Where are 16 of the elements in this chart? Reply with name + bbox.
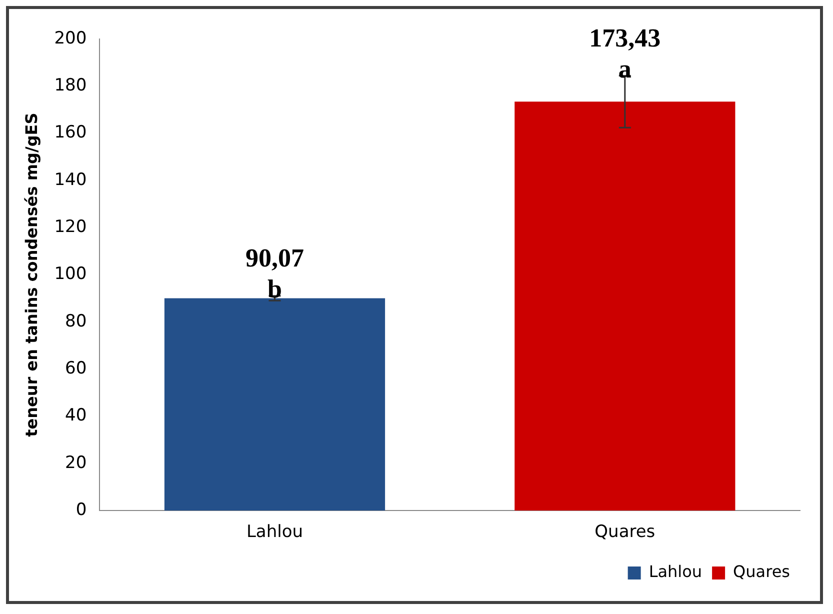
y-tick-label: 100 (54, 264, 87, 284)
y-tick-label: 0 (76, 500, 87, 520)
data-label: 90,07 (245, 244, 304, 273)
y-tick-label: 40 (65, 406, 87, 426)
y-tick-label: 120 (54, 217, 87, 238)
legend-label: Quares (733, 562, 790, 582)
data-label: 173,43 (589, 23, 661, 52)
y-tick-label: 160 (54, 122, 87, 143)
y-tick-label: 60 (65, 358, 87, 379)
y-tick-label: 180 (54, 76, 87, 96)
y-axis-title: teneur en tanins condensés mg/gES (22, 112, 41, 437)
y-tick-label: 80 (65, 311, 87, 332)
legend-label: Lahlou (648, 562, 702, 582)
y-tick-label: 140 (54, 170, 87, 190)
y-tick-label: 200 (54, 28, 87, 48)
y-tick-label: 20 (65, 452, 87, 473)
